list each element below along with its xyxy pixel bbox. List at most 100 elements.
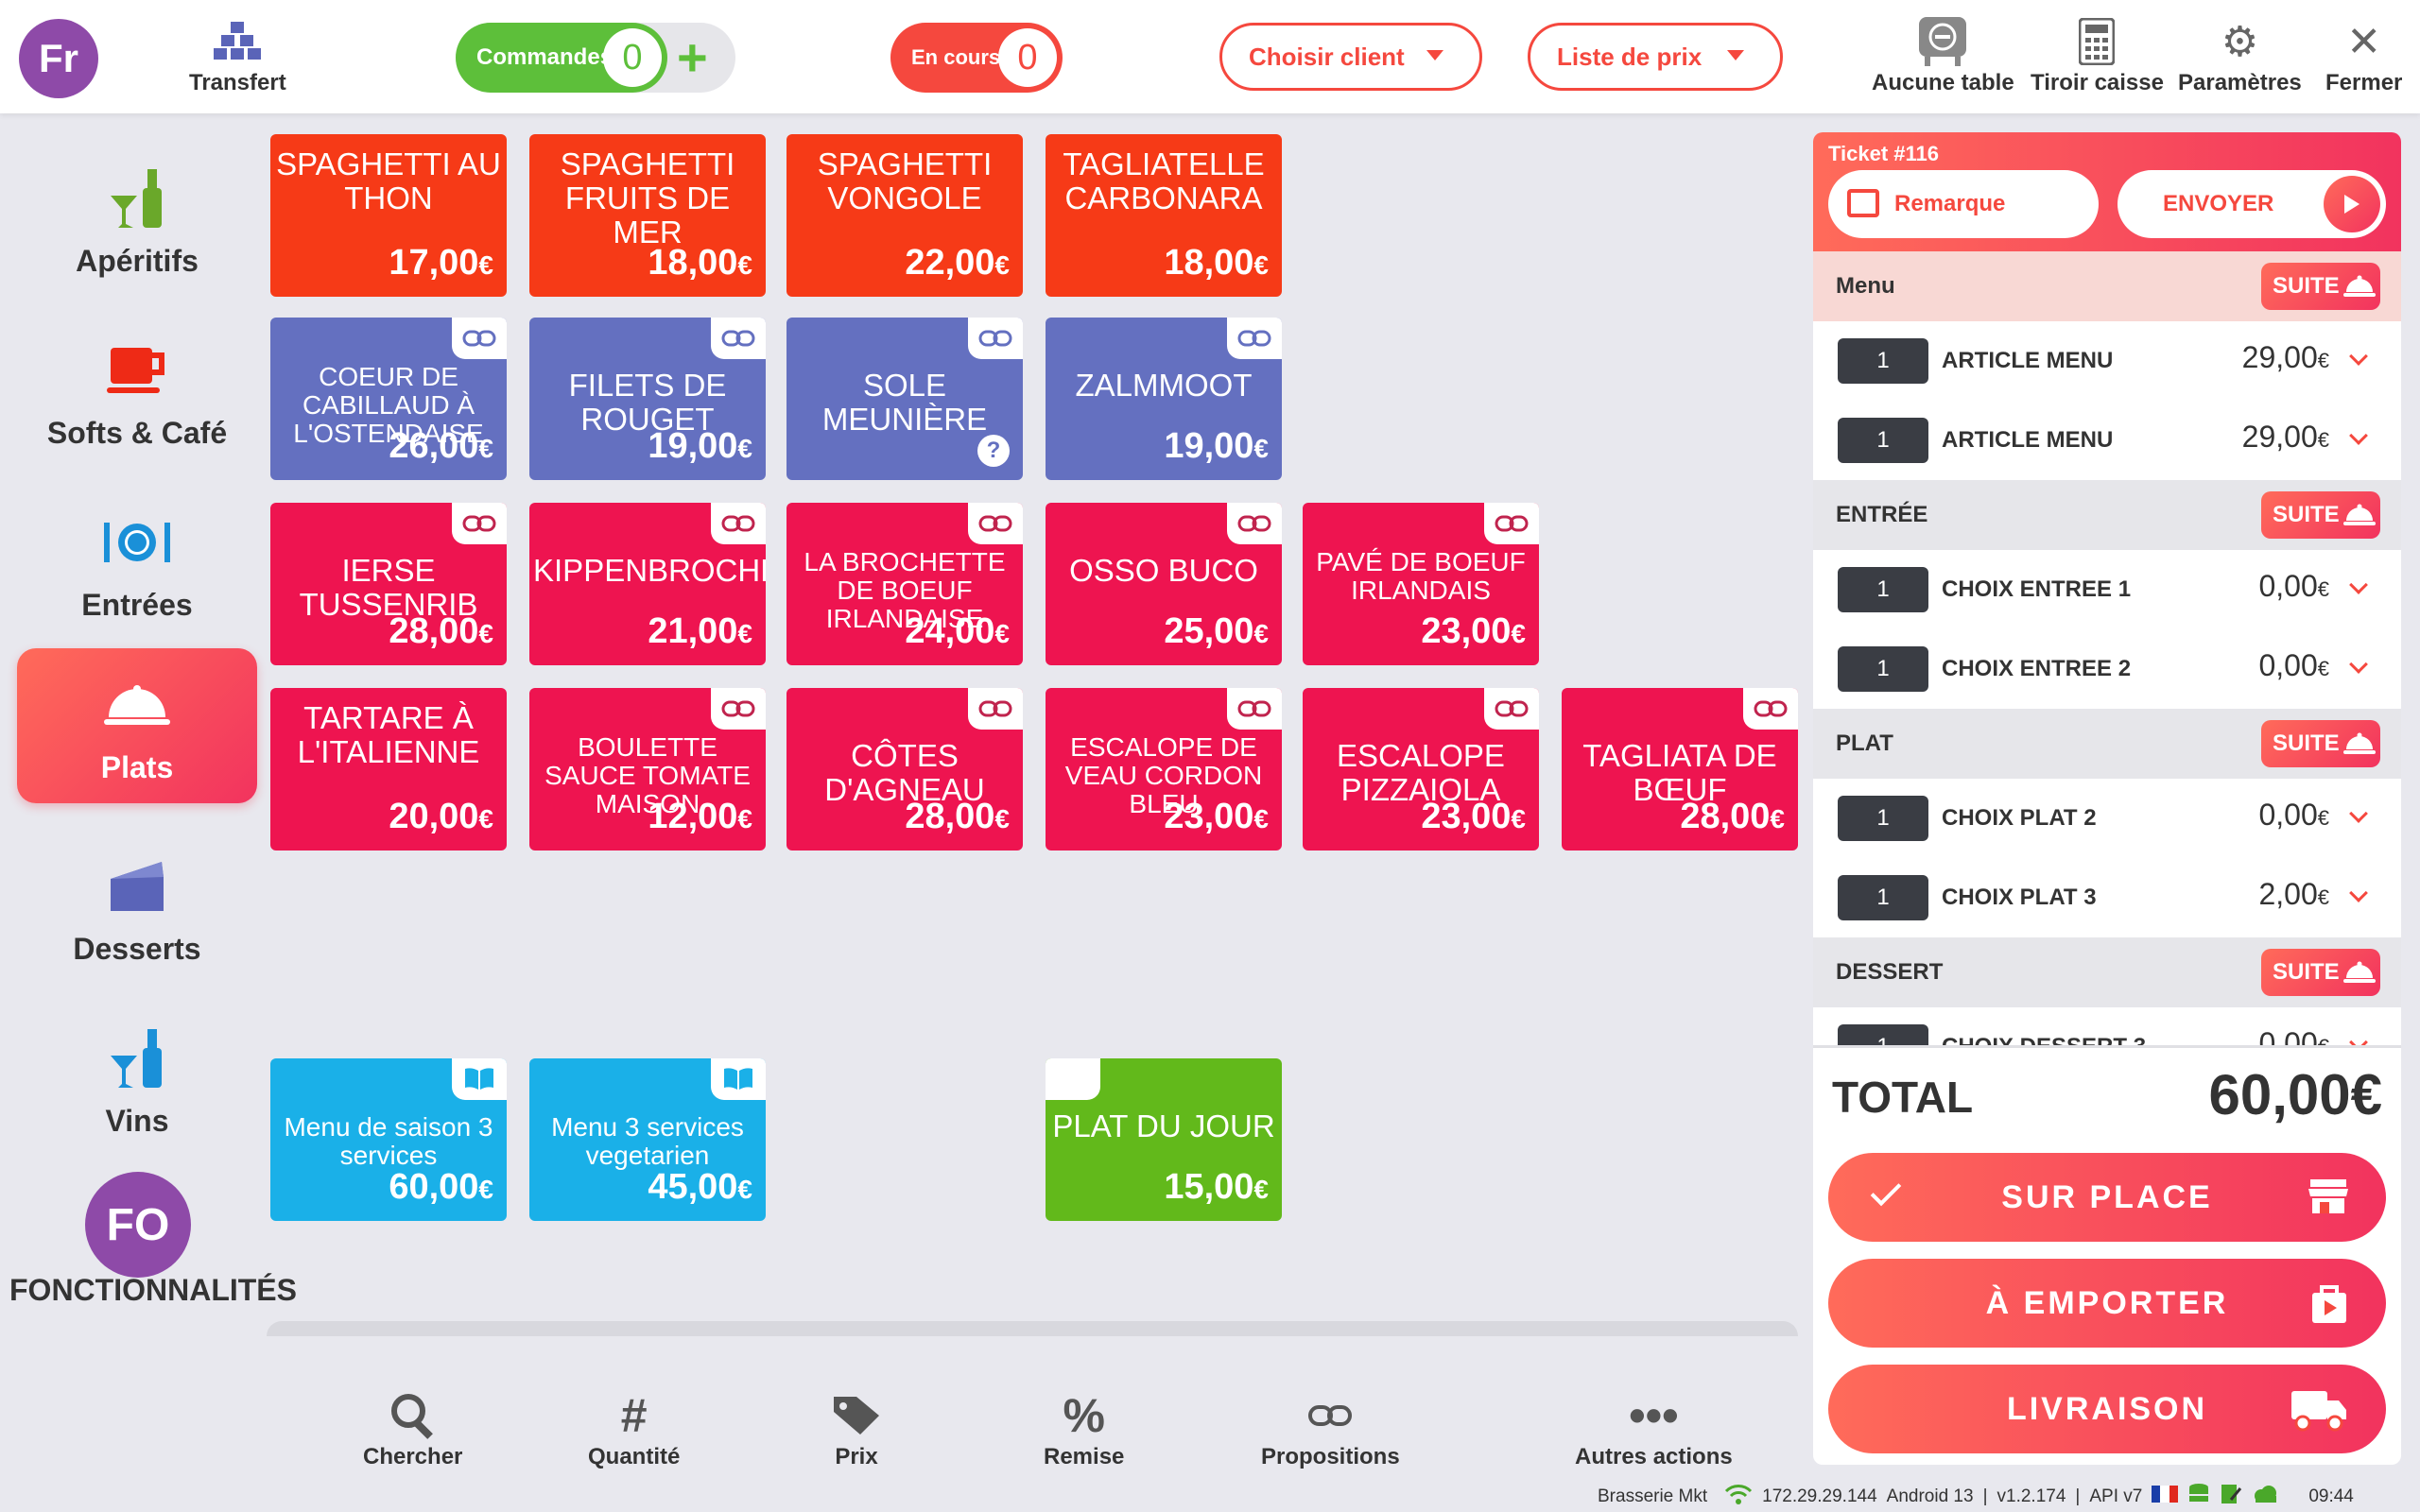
product-name: PAVÉ DE BOEUF IRLANDAIS bbox=[1316, 547, 1526, 605]
line-quantity[interactable]: 1 bbox=[1838, 796, 1928, 841]
product-tile[interactable]: ESCALOPE PIZZAIOLA 23,00€ bbox=[1303, 688, 1539, 850]
liste-de-prix-select[interactable]: Liste de prix bbox=[1528, 23, 1783, 91]
tiroir-caisse-button[interactable]: Tiroir caisse bbox=[2031, 13, 2164, 96]
product-tile[interactable]: SPAGHETTI AU THON 17,00€ bbox=[270, 134, 507, 297]
suite-label: SUITE bbox=[2273, 273, 2340, 299]
category-entrees[interactable]: Entrées bbox=[17, 486, 257, 641]
product-tile[interactable]: OSSO BUCO 25,00€ bbox=[1046, 503, 1282, 665]
category-softs-cafe[interactable]: Softs & Café bbox=[17, 314, 257, 469]
product-tile[interactable]: KIPPENBROCHETTE 21,00€ bbox=[529, 503, 766, 665]
ticket-line[interactable]: 1 ARTICLE MENU 29,00€ bbox=[1813, 321, 2401, 401]
ticket-line[interactable]: 1 CHOIX PLAT 3 2,00€ bbox=[1813, 858, 2401, 937]
suite-button[interactable]: SUITE bbox=[2261, 263, 2380, 310]
remise-button[interactable]: % Remise bbox=[1044, 1387, 1124, 1470]
ticket-section-header: PLAT SUITE bbox=[1813, 709, 2401, 779]
line-quantity[interactable]: 1 bbox=[1838, 567, 1928, 612]
category-label: Softs & Café bbox=[46, 415, 228, 450]
line-quantity[interactable]: 1 bbox=[1838, 338, 1928, 384]
link-icon bbox=[1227, 318, 1282, 359]
line-quantity[interactable]: 1 bbox=[1838, 418, 1928, 463]
product-name: SPAGHETTI AU THON bbox=[276, 146, 501, 215]
chevron-down-icon[interactable] bbox=[2349, 576, 2368, 594]
chevron-down-icon[interactable] bbox=[2349, 804, 2368, 823]
product-tile[interactable]: TAGLIATELLE CARBONARA 18,00€ bbox=[1046, 134, 1282, 297]
product-tile[interactable]: TAGLIATA DE BŒUF 28,00€ bbox=[1562, 688, 1798, 850]
line-quantity[interactable]: 1 bbox=[1838, 875, 1928, 920]
line-quantity[interactable]: 1 bbox=[1838, 646, 1928, 692]
envoyer-label: ENVOYER bbox=[2163, 191, 2274, 216]
product-tile[interactable]: PLAT DU JOUR 15,00€ bbox=[1046, 1058, 1282, 1221]
menu-book-icon bbox=[711, 1058, 766, 1100]
link-icon bbox=[1484, 503, 1539, 544]
category-desserts[interactable]: Desserts bbox=[17, 830, 257, 985]
product-tile[interactable]: SOLE MEUNIÈRE? bbox=[786, 318, 1023, 480]
product-price: 15,00€ bbox=[1164, 1167, 1269, 1207]
features-label[interactable]: FONCTIONNALITÉS bbox=[9, 1273, 297, 1307]
suite-button[interactable]: SUITE bbox=[2261, 720, 2380, 767]
chevron-down-icon[interactable] bbox=[2349, 884, 2368, 902]
product-tile[interactable]: PAVÉ DE BOEUF IRLANDAIS 23,00€ bbox=[1303, 503, 1539, 665]
cloche-icon bbox=[2342, 961, 2376, 983]
product-tile[interactable]: SPAGHETTI VONGOLE 22,00€ bbox=[786, 134, 1023, 297]
envoyer-button[interactable]: ENVOYER bbox=[2118, 170, 2386, 238]
en-cours-toggle[interactable]: En cours 0 bbox=[890, 23, 1063, 93]
user-avatar[interactable]: Fr bbox=[19, 19, 98, 98]
ticket-header: Ticket #116 Remarque ENVOYER bbox=[1813, 132, 2401, 251]
category-vins[interactable]: Vins bbox=[17, 1002, 257, 1157]
quantite-button[interactable]: # Quantité bbox=[588, 1387, 680, 1470]
livraison-button[interactable]: LIVRAISON bbox=[1828, 1365, 2386, 1453]
product-tile[interactable]: SPAGHETTI FRUITS DE MER 18,00€ bbox=[529, 134, 766, 297]
product-tile[interactable]: COEUR DE CABILLAUD À L'OSTENDAISE 26,00€ bbox=[270, 318, 507, 480]
autres-actions-button[interactable]: ••• Autres actions bbox=[1575, 1387, 1733, 1470]
product-tile[interactable]: CÔTES D'AGNEAU 28,00€ bbox=[786, 688, 1023, 850]
transfer-boxes-icon bbox=[214, 13, 262, 70]
help-icon[interactable]: ? bbox=[977, 435, 1010, 467]
product-tile[interactable]: ZALMMOOT 19,00€ bbox=[1046, 318, 1282, 480]
ticket-line[interactable]: 1 CHOIX ENTREE 1 0,00€ bbox=[1813, 550, 2401, 629]
product-tile[interactable]: BOULETTE SAUCE TOMATE MAISON 12,00€ bbox=[529, 688, 766, 850]
features-avatar[interactable]: FO bbox=[85, 1172, 191, 1278]
transfert-button[interactable]: Transfert bbox=[189, 13, 286, 96]
chevron-down-icon[interactable] bbox=[2349, 347, 2368, 366]
product-name: Menu 3 services vegetarien bbox=[551, 1112, 744, 1170]
product-tile[interactable]: ESCALOPE DE VEAU CORDON BLEU 23,00€ bbox=[1046, 688, 1282, 850]
suite-button[interactable]: SUITE bbox=[2261, 491, 2380, 539]
product-tile[interactable]: FILETS DE ROUGET 19,00€ bbox=[529, 318, 766, 480]
category-plats[interactable]: Plats bbox=[17, 648, 257, 803]
cloche-icon bbox=[2342, 275, 2376, 297]
remarque-button[interactable]: Remarque bbox=[1828, 170, 2099, 238]
sur-place-button[interactable]: SUR PLACE bbox=[1828, 1153, 2386, 1242]
chevron-down-icon[interactable] bbox=[2349, 426, 2368, 445]
link-icon bbox=[968, 318, 1023, 359]
a-emporter-button[interactable]: À EMPORTER bbox=[1828, 1259, 2386, 1348]
link-icon bbox=[452, 503, 507, 544]
sur-place-label: SUR PLACE bbox=[2001, 1178, 2213, 1215]
clock-time: 09:44 bbox=[2308, 1486, 2354, 1506]
fermer-button[interactable]: ✕ Fermer bbox=[2325, 13, 2402, 96]
category-aperitifs[interactable]: Apéritifs bbox=[17, 142, 257, 297]
ticket-line[interactable]: 1 ARTICLE MENU 29,00€ bbox=[1813, 401, 2401, 480]
ticket-line[interactable]: 1 CHOIX ENTREE 2 0,00€ bbox=[1813, 629, 2401, 709]
product-tile[interactable]: LA BROCHETTE DE BOEUF IRLANDAISE 24,00€ bbox=[786, 503, 1023, 665]
ticket-line[interactable]: 1 CHOIX PLAT 2 0,00€ bbox=[1813, 779, 2401, 858]
product-tile[interactable]: Menu de saison 3 services 60,00€ bbox=[270, 1058, 507, 1221]
line-name: CHOIX ENTREE 2 bbox=[1942, 656, 2132, 681]
product-tile[interactable]: IERSE TUSSENRIB 28,00€ bbox=[270, 503, 507, 665]
commandes-toggle[interactable]: Commandes 0 + bbox=[456, 23, 735, 93]
choisir-client-select[interactable]: Choisir client bbox=[1219, 23, 1482, 91]
add-order-icon[interactable]: + bbox=[677, 27, 708, 87]
product-tile[interactable]: Menu 3 services vegetarien 45,00€ bbox=[529, 1058, 766, 1221]
chevron-down-icon[interactable] bbox=[2349, 655, 2368, 674]
calculator-icon bbox=[2079, 13, 2116, 70]
suite-button[interactable]: SUITE bbox=[2261, 949, 2380, 996]
suite-label: SUITE bbox=[2273, 959, 2340, 985]
product-tile[interactable]: TARTARE À L'ITALIENNE 20,00€ bbox=[270, 688, 507, 850]
propositions-button[interactable]: Propositions bbox=[1261, 1387, 1400, 1470]
parametres-button[interactable]: ⚙ Paramètres bbox=[2178, 13, 2302, 96]
transfert-label: Transfert bbox=[189, 70, 286, 95]
aucune-table-button[interactable]: Aucune table bbox=[1872, 13, 2014, 96]
chercher-button[interactable]: Chercher bbox=[363, 1387, 462, 1470]
link-icon bbox=[968, 503, 1023, 544]
top-bar: Fr Transfert Commandes 0 + En cours 0 Ch… bbox=[0, 0, 2420, 113]
prix-button[interactable]: Prix bbox=[832, 1387, 881, 1470]
